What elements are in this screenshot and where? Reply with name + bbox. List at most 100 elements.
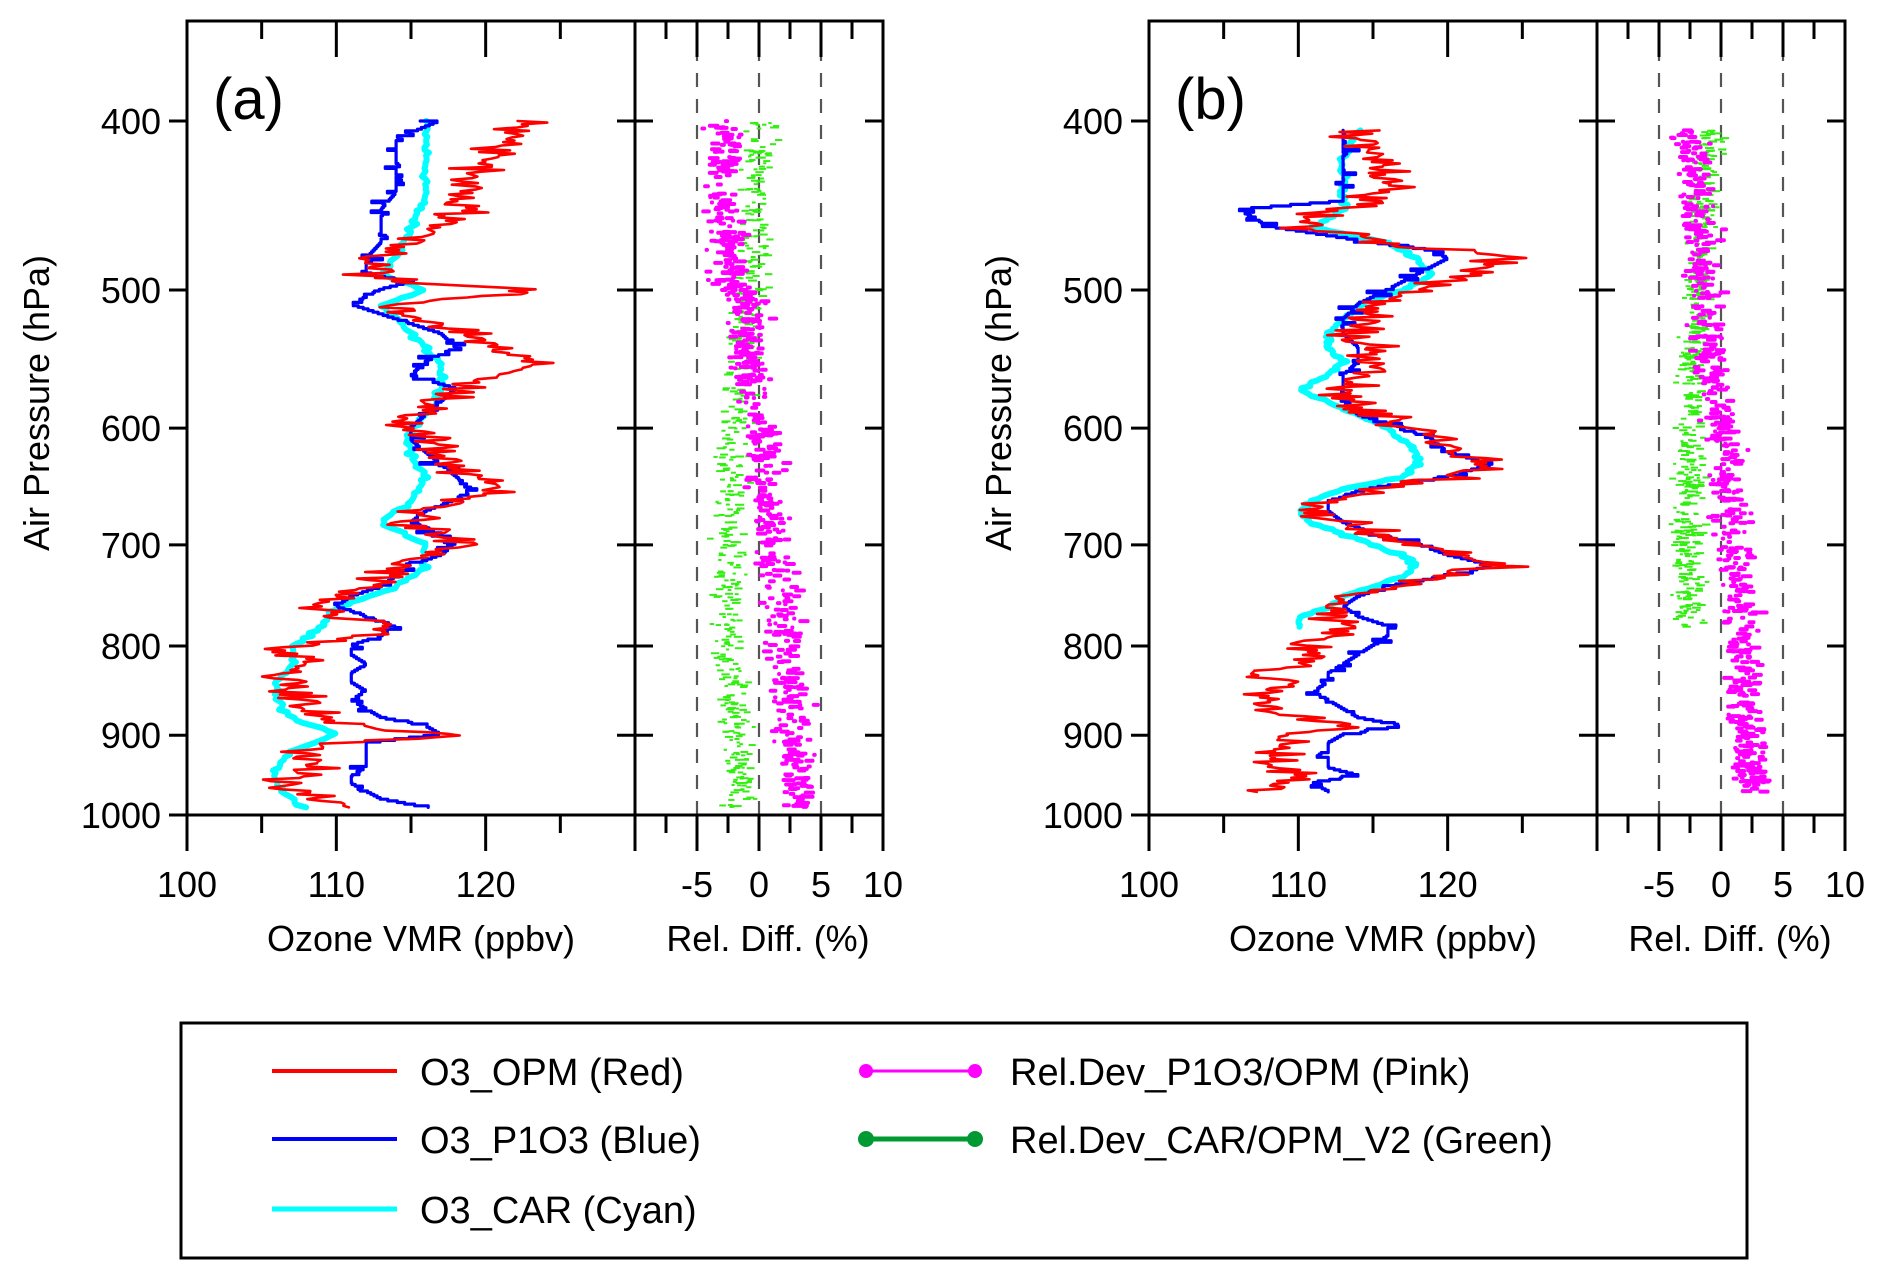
dev-car-point <box>722 660 729 663</box>
dev-car-point <box>724 702 729 705</box>
dev-p1o3-point <box>1693 288 1699 293</box>
dev-car-point <box>734 758 741 761</box>
dev-car-point <box>746 786 752 789</box>
dev-p1o3-point <box>1720 484 1728 489</box>
dev-p1o3-point <box>1692 252 1702 257</box>
dev-car-point <box>762 123 767 126</box>
dev-car-point <box>726 762 731 765</box>
dev-car-point <box>764 152 770 155</box>
dev-car-point <box>1681 368 1687 371</box>
dev-p1o3-point <box>760 488 768 493</box>
dev-p1o3-point <box>1728 548 1738 553</box>
dev-p1o3-point <box>1711 263 1721 268</box>
dev-car-point <box>1678 567 1683 570</box>
dev-car-point <box>1674 426 1679 429</box>
dev-p1o3-point <box>1742 744 1755 749</box>
dev-car-point <box>743 442 748 445</box>
dev-p1o3-point <box>799 766 809 771</box>
dev-p1o3-point <box>715 182 723 187</box>
dev-car-point <box>769 143 776 146</box>
dev-car-point <box>742 773 747 776</box>
dev-car-point <box>727 629 731 632</box>
dev-car-point <box>1681 502 1691 505</box>
dev-p1o3-point <box>704 269 713 274</box>
data-layer <box>1237 127 1772 794</box>
dev-p1o3-point <box>727 355 735 360</box>
dev-car-point <box>1699 464 1706 467</box>
dev-car-point <box>759 146 766 149</box>
dev-p1o3-point <box>753 297 758 302</box>
dev-car-point <box>1692 534 1697 537</box>
dev-p1o3-point <box>1706 221 1716 226</box>
dev-car-point <box>1691 555 1698 558</box>
dev-p1o3-point <box>1740 615 1746 620</box>
dev-car-point <box>737 188 745 191</box>
dev-p1o3-point <box>742 485 751 490</box>
dev-car-point <box>1689 490 1699 493</box>
dev-car-point <box>1682 382 1691 385</box>
dev-car-point <box>1680 351 1685 354</box>
dev-car-point <box>739 704 747 707</box>
dev-p1o3-point <box>782 537 792 542</box>
dev-p1o3-point <box>767 481 778 486</box>
dev-car-point <box>1679 553 1683 556</box>
dev-car-point <box>745 270 755 273</box>
dev-p1o3-point <box>1714 327 1724 332</box>
dev-p1o3-point <box>1700 334 1711 339</box>
dev-car-point <box>1684 578 1689 581</box>
dev-car-point <box>1692 353 1699 356</box>
dev-p1o3-point <box>1727 534 1733 539</box>
dev-car-point <box>723 722 728 725</box>
dev-p1o3-point <box>767 316 779 321</box>
dev-p1o3-point <box>785 778 796 783</box>
dev-car-point <box>737 765 742 768</box>
dev-p1o3-point <box>797 797 805 802</box>
dev-p1o3-point <box>792 765 800 770</box>
dev-car-point <box>1708 203 1718 206</box>
dev-p1o3-point <box>1697 312 1704 317</box>
dev-p1o3-point <box>1711 372 1718 377</box>
dev-p1o3-point <box>1694 212 1699 217</box>
dev-car-point <box>1692 319 1702 322</box>
dev-p1o3-point <box>1690 315 1699 320</box>
dev-car-point <box>1673 506 1677 509</box>
dev-car-point <box>759 229 765 232</box>
dev-p1o3-point <box>1695 196 1701 201</box>
dev-p1o3-point <box>1731 490 1736 495</box>
dev-p1o3-point <box>735 259 747 264</box>
dev-p1o3-point <box>1694 356 1706 361</box>
dev-p1o3-point <box>1745 604 1753 609</box>
dev-p1o3-point <box>1727 507 1734 512</box>
dev-p1o3-point <box>1732 477 1742 482</box>
dev-car-point <box>725 493 732 496</box>
dev-car-point <box>738 494 745 497</box>
dev-car-point <box>736 732 741 735</box>
dev-p1o3-point <box>1738 668 1747 673</box>
dev-car-point <box>766 238 774 241</box>
dev-p1o3-point <box>1702 347 1710 352</box>
dev-car-point <box>738 410 748 413</box>
panel-label-b: (b) <box>1175 67 1246 132</box>
dev-car-point <box>729 448 735 451</box>
dev-p1o3-point <box>788 676 800 681</box>
dev-p1o3-point <box>724 173 732 178</box>
dev-p1o3-point <box>765 561 776 566</box>
dev-car-point <box>729 563 734 566</box>
dev-car-point <box>1698 286 1704 289</box>
dev-p1o3-point <box>729 192 738 197</box>
dev-car-point <box>1678 561 1683 564</box>
dev-p1o3-point <box>1679 145 1689 150</box>
dev-p1o3-point <box>727 142 737 147</box>
dev-p1o3-point <box>772 442 783 447</box>
panel-a: 400 500 600 700 800 900 1000 100 110 120 -5 0 5 10 Air… <box>16 19 903 959</box>
dev-car-point <box>719 804 726 807</box>
dev-p1o3-point <box>1737 692 1747 697</box>
dev-car-point <box>734 318 743 321</box>
dev-car-point <box>741 427 747 430</box>
dev-p1o3-point <box>792 795 800 800</box>
dev-car-point <box>1710 214 1715 217</box>
dev-p1o3-point <box>1756 764 1763 769</box>
dev-car-point <box>1686 356 1694 359</box>
dev-car-point <box>1683 394 1691 397</box>
dev-car-point <box>730 456 736 459</box>
